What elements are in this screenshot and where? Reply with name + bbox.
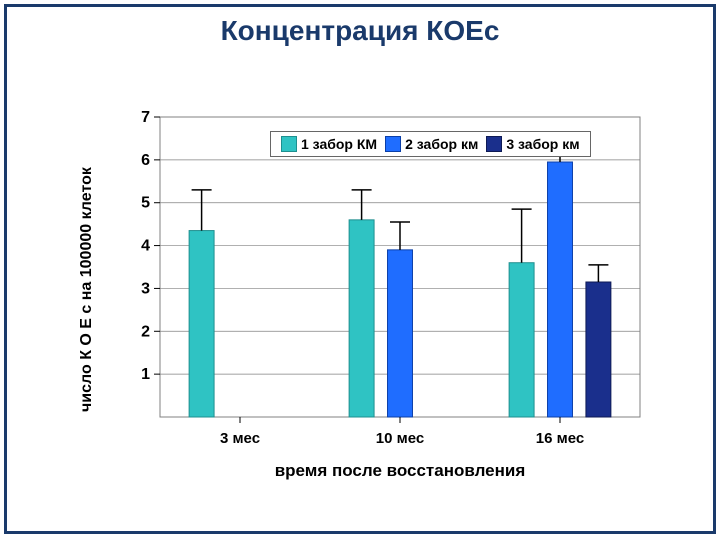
svg-text:4: 4 [141,238,150,255]
legend-label: 2 забор км [405,136,478,152]
bar-series-3 [586,282,611,417]
outer-frame: Концентрация КОЕс 1 2 3 4 5 6 7 3 мес 10 мес 16 м… [4,4,716,534]
bar-series-2 [548,162,573,417]
legend-item-1: 1 забор КМ [281,136,377,152]
svg-text:16 мес: 16 мес [536,430,584,447]
y-axis-label: число К О Е с на 100000 клеток [78,167,96,412]
svg-text:6: 6 [141,152,150,169]
svg-text:3 мес: 3 мес [220,430,260,447]
legend-label: 1 забор КМ [301,136,377,152]
legend-swatch-icon [385,136,401,152]
x-axis-label: время после восстановления [160,461,640,481]
chart-svg: 1 2 3 4 5 6 7 3 мес 10 мес 16 мес [50,47,670,487]
svg-text:1: 1 [141,366,150,383]
legend-swatch-icon [281,136,297,152]
svg-text:5: 5 [141,195,150,212]
legend-label: 3 забор км [506,136,579,152]
chart: 1 2 3 4 5 6 7 3 мес 10 мес 16 мес время после восс… [50,47,670,487]
bar-series-2 [388,250,413,417]
bar-series-1 [189,231,214,417]
legend-swatch-icon [486,136,502,152]
bar-series-1 [349,220,374,417]
bar-series-1 [509,263,534,417]
svg-text:10 мес: 10 мес [376,430,424,447]
svg-text:7: 7 [141,109,150,126]
svg-text:2: 2 [141,323,150,340]
svg-text:3: 3 [141,280,150,297]
legend: 1 забор КМ 2 забор км 3 забор км [270,131,591,157]
legend-item-3: 3 забор км [486,136,579,152]
chart-title: Концентрация КОЕс [221,15,500,47]
legend-item-2: 2 забор км [385,136,478,152]
